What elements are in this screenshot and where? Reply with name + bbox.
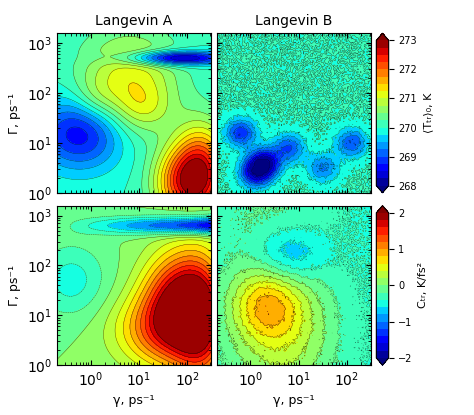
Title: Langevin B: Langevin B (255, 14, 332, 28)
Y-axis label: Cₜᵣ, K/fs²: Cₜᵣ, K/fs² (419, 262, 428, 308)
X-axis label: γ, ps⁻¹: γ, ps⁻¹ (273, 394, 315, 407)
Title: Langevin A: Langevin A (95, 14, 173, 28)
Y-axis label: Γ, ps⁻¹: Γ, ps⁻¹ (8, 265, 21, 306)
Y-axis label: ⟨Τₜᵣ⟩₀, K: ⟨Τₜᵣ⟩₀, K (423, 93, 433, 133)
X-axis label: γ, ps⁻¹: γ, ps⁻¹ (113, 394, 155, 407)
Y-axis label: Γ, ps⁻¹: Γ, ps⁻¹ (8, 93, 21, 134)
PathPatch shape (376, 186, 389, 193)
PathPatch shape (376, 33, 389, 40)
PathPatch shape (376, 205, 389, 213)
PathPatch shape (376, 358, 389, 365)
